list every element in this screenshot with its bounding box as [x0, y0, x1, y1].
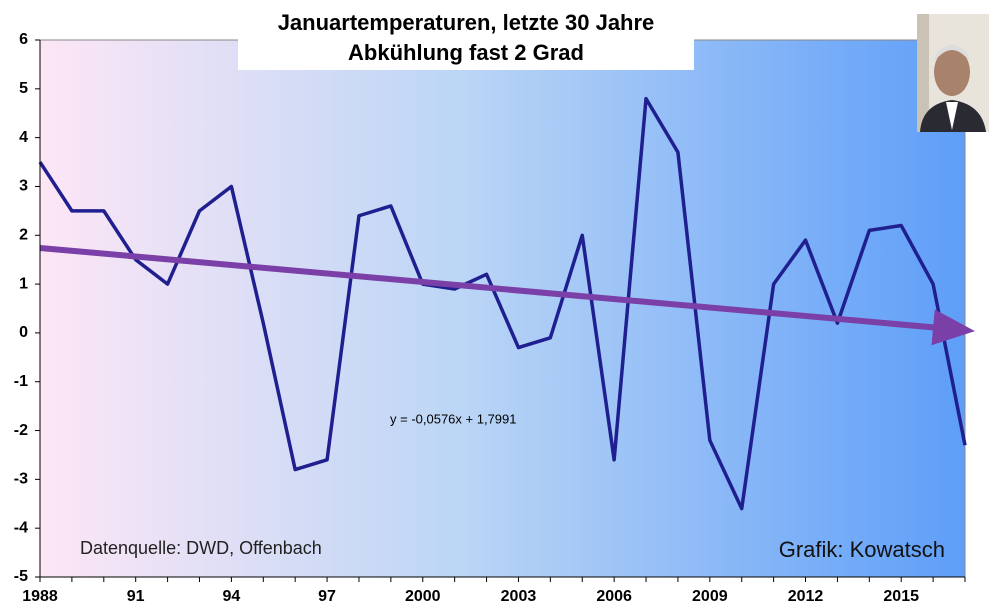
y-tick-label: 4 — [19, 129, 28, 146]
y-tick-label: 0 — [19, 324, 28, 341]
y-tick-label: 3 — [19, 178, 28, 195]
y-tick-label: 5 — [19, 80, 28, 97]
x-tick-label: 94 — [222, 588, 240, 605]
page: {"chart_data": { "type": "line", "title"… — [0, 0, 1000, 613]
trend-equation: y = -0,0576x + 1,7991 — [390, 411, 516, 426]
x-tick-label: 91 — [127, 588, 145, 605]
x-tick-label: 2009 — [692, 588, 728, 605]
y-tick-label: -1 — [14, 373, 28, 390]
y-tick-label: 2 — [19, 226, 28, 243]
x-tick-label: 97 — [318, 588, 336, 605]
x-tick-label: 2006 — [596, 588, 632, 605]
x-tick-label: 1988 — [22, 588, 58, 605]
chart: Januartemperaturen, letzte 30 Jahre Abkü… — [0, 0, 1000, 608]
x-tick-label: 2003 — [501, 588, 537, 605]
portrait — [917, 14, 989, 132]
chart-subtitle: Abkühlung fast 2 Grad — [348, 40, 584, 65]
author-note: Grafik: Kowatsch — [779, 537, 945, 562]
y-tick-label: 1 — [19, 275, 28, 292]
y-tick-label: -2 — [14, 422, 28, 439]
chart-title: Januartemperaturen, letzte 30 Jahre — [278, 10, 655, 35]
y-tick-label: -3 — [14, 471, 28, 488]
y-tick-label: -4 — [14, 519, 28, 536]
x-tick-label: 2000 — [405, 588, 441, 605]
x-tick-label: 2012 — [788, 588, 824, 605]
x-tick-label: 2015 — [883, 588, 919, 605]
y-tick-label: -5 — [14, 568, 28, 585]
y-tick-label: 6 — [19, 31, 28, 48]
source-note: Datenquelle: DWD, Offenbach — [80, 538, 322, 558]
